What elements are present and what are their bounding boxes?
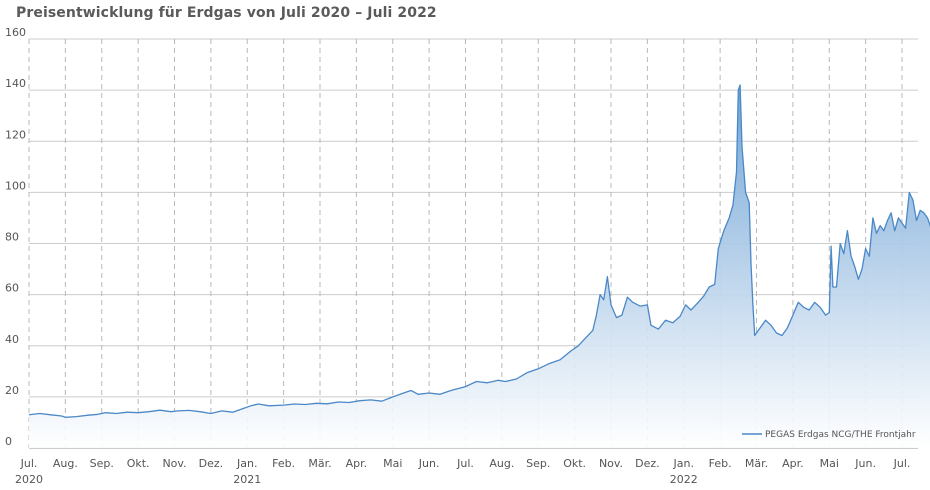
x-tick-label: Nov. [162, 457, 186, 470]
y-tick-label: 100 [5, 179, 26, 192]
x-tick-label: Mär. [308, 457, 331, 470]
series-area [29, 85, 930, 448]
x-tick-label: Mai [383, 457, 402, 470]
x-tick-label: Jan. [236, 457, 257, 470]
chart-legend: PEGAS Erdgas NCG/THE Frontjahr [742, 430, 916, 440]
x-tick-label: Mai [820, 457, 839, 470]
x-tick-label: Dez. [635, 457, 660, 470]
x-tick-label: Jul. [893, 457, 911, 470]
y-tick-label: 60 [5, 282, 19, 295]
y-tick-label: 80 [5, 231, 19, 244]
x-tick-label: Jul. [456, 457, 474, 470]
x-tick-label: Aug. [489, 457, 514, 470]
y-tick-label: 140 [5, 77, 26, 90]
y-tick-label: 120 [5, 128, 26, 141]
x-tick-label: Jan. [673, 457, 694, 470]
x-year-label: 2020 [15, 473, 43, 486]
x-tick-label: Mär. [745, 457, 768, 470]
x-tick-label: Jun. [418, 457, 440, 470]
x-tick-label: Dez. [199, 457, 224, 470]
x-tick-label: Apr. [782, 457, 804, 470]
y-tick-label: 20 [5, 384, 19, 397]
y-tick-label: 40 [5, 333, 19, 346]
x-tick-label: Okt. [563, 457, 586, 470]
y-tick-label: 0 [5, 435, 12, 448]
x-tick-label: Feb. [272, 457, 295, 470]
x-tick-label: Apr. [346, 457, 368, 470]
y-tick-label: 160 [5, 26, 26, 39]
x-tick-label: Okt. [127, 457, 150, 470]
chart-title: Preisentwicklung für Erdgas von Juli 202… [16, 5, 437, 21]
x-tick-label: Feb. [709, 457, 732, 470]
legend-label: PEGAS Erdgas NCG/THE Frontjahr [765, 430, 916, 440]
x-year-label: 2022 [670, 473, 698, 486]
x-tick-label: Sep. [90, 457, 114, 470]
series-line [28, 84, 930, 418]
x-tick-label: Aug. [53, 457, 78, 470]
x-tick-label: Nov. [599, 457, 623, 470]
x-tick-label: Jun. [854, 457, 876, 470]
x-tick-label: Jul. [20, 457, 38, 470]
x-tick-label: Sep. [526, 457, 550, 470]
x-year-label: 2021 [233, 473, 261, 486]
